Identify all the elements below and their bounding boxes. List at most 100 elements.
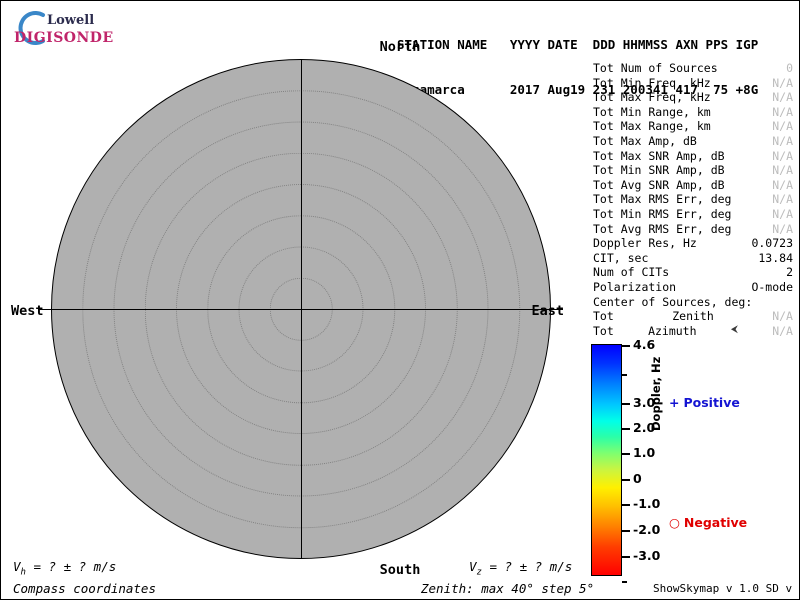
logo-brand-top: Lowell (47, 13, 95, 28)
colorbar-tick (622, 556, 630, 558)
compass-label-south: South (379, 562, 421, 578)
stat-row: Tot Avg SNR Amp, dB N/A (593, 178, 793, 193)
colorbar-tick (622, 504, 630, 506)
stat-row: CIT, sec 13.84 (593, 251, 793, 266)
vz-symbol: V (469, 559, 477, 574)
stat-value: N/A (772, 119, 793, 134)
legend-negative-label: Negative (683, 515, 748, 530)
stat-label: Tot Max RMS Err, deg (593, 192, 732, 207)
stat-value: N/A (772, 90, 793, 105)
center-azimuth-value: N/A (772, 323, 793, 338)
stat-label: Tot Avg RMS Err, deg (593, 221, 732, 236)
compass-label-west: West (11, 303, 44, 319)
stat-row: Tot Max Range, km N/A (593, 119, 793, 134)
stat-label: Tot Min SNR Amp, dB (593, 163, 725, 178)
stat-value: N/A (772, 104, 793, 119)
colorbar-tick-label: 1.0 (633, 445, 656, 460)
stat-value: N/A (772, 163, 793, 178)
colorbar-tick (622, 428, 630, 430)
stat-row: Tot Max Freq, kHz N/A (593, 90, 793, 105)
colorbar-tick-label: 0 (633, 471, 642, 486)
colorbar-tick-label: 2.0 (633, 420, 656, 435)
stat-row: Tot Min SNR Amp, dB N/A (593, 163, 793, 178)
colorbar-tick-label: -3.0 (633, 548, 661, 563)
circle-marker-icon: ○ (669, 515, 680, 530)
colorbar-tick (622, 479, 630, 481)
azimuth-direction-icon: ⮜ (730, 323, 738, 335)
colorbar-tick-label: 3.0 (633, 395, 656, 410)
colorbar-tick-label: -2.0 (633, 522, 661, 537)
plus-marker-icon: + (669, 395, 680, 410)
statistics-panel: Tot Num of Sources 0 Tot Min Freq, kHz N/A… (593, 61, 793, 338)
vz-subscript: z (476, 567, 482, 578)
vz-value: = ? ± ? m/s (481, 559, 573, 574)
stat-row: Tot Max SNR Amp, dB N/A (593, 149, 793, 164)
stat-row: Polarization O-mode (593, 280, 793, 295)
stat-value: N/A (772, 75, 793, 90)
stat-value: N/A (772, 221, 793, 236)
stat-value: 0 (786, 61, 793, 75)
station-header: STATION NAME YYYY DATE DDD HHMMSS AXN PP… (397, 7, 758, 127)
stat-row: Num of CITs 2 (593, 265, 793, 280)
vh-symbol: V (13, 559, 21, 574)
logo-brand-bottom: DIGISONDE (14, 30, 114, 46)
stat-label: Tot Max Freq, kHz (593, 90, 711, 105)
colorbar-tick (622, 530, 630, 532)
compass-label-north: North (379, 39, 421, 55)
stat-row: Tot Min Range, km N/A (593, 105, 793, 120)
center-of-sources-zenith-row: Tot Zenith N/A (593, 309, 793, 324)
center-of-sources-heading: Center of Sources, deg: (593, 294, 753, 309)
stat-value: N/A (772, 192, 793, 207)
stat-row: Tot Min RMS Err, deg N/A (593, 207, 793, 222)
colorbar-tick-label: 4.6 (633, 337, 656, 352)
stat-row: Tot Max Amp, dB N/A (593, 134, 793, 149)
zenith-scale-label: Zenith: max 40° step 5° (421, 581, 595, 596)
colorbar-tick-minor (622, 581, 627, 583)
stat-label: CIT, sec (593, 250, 649, 265)
vertical-velocity: Vz = ? ± ? m/s (469, 559, 572, 578)
stat-row: Doppler Res, Hz 0.0723 (593, 236, 793, 251)
stat-label: Tot Max SNR Amp, dB (593, 148, 725, 163)
stat-row: Tot Num of Sources 0 (593, 61, 793, 76)
stat-value: 13.84 (758, 250, 793, 265)
legend-negative: ○ Negative (669, 515, 747, 530)
stat-row: Tot Avg RMS Err, deg N/A (593, 222, 793, 237)
coordinate-system-label: Compass coordinates (13, 581, 156, 596)
stat-value: O-mode (751, 279, 793, 294)
colorbar-tick-label: -1.0 (633, 496, 661, 511)
center-zenith-value: N/A (772, 309, 793, 324)
vh-subscript: h (20, 567, 26, 578)
stat-label: Tot Min Freq, kHz (593, 75, 711, 90)
north-south-axis (301, 59, 302, 559)
version-label: ShowSkymap v 1.0 SD v 4.2 (653, 582, 799, 595)
stat-label: Doppler Res, Hz (593, 236, 697, 251)
center-azimuth-field: Azimuth (648, 323, 697, 338)
doppler-colorbar: 4.6 3.0 2.0 1.0 0 -1.0 -2.0 -3.0 -4.6 (591, 337, 660, 583)
colorbar-tick (622, 345, 630, 347)
center-azimuth-scope: Tot (593, 323, 614, 338)
skymap-plot (39, 59, 563, 559)
stat-label: Polarization (593, 279, 677, 294)
stat-row: Tot Min Freq, kHz N/A (593, 76, 793, 91)
colorbar-axis-title: Doppler, Hz (649, 356, 663, 431)
horizontal-velocity: Vh = ? ± ? m/s (13, 559, 116, 578)
stat-value: N/A (772, 148, 793, 163)
stat-label: Tot Min Range, km (593, 104, 711, 119)
stat-value: 0.0723 (751, 236, 793, 251)
stat-value: N/A (772, 206, 793, 221)
center-zenith-field: Zenith (672, 309, 714, 324)
legend-positive-label: Positive (683, 395, 740, 410)
stat-label: Tot Min RMS Err, deg (593, 206, 732, 221)
colorbar-tick (622, 453, 630, 455)
stat-label: Tot Max Amp, dB (593, 133, 697, 148)
colorbar-gradient (591, 344, 622, 576)
lowell-digisonde-logo: Lowell DIGISONDE (11, 7, 121, 51)
compass-label-east: East (531, 303, 564, 319)
stat-row: Tot Max RMS Err, deg N/A (593, 192, 793, 207)
vh-value: = ? ± ? m/s (25, 559, 117, 574)
center-zenith-scope: Tot (593, 309, 614, 324)
colorbar-tick-minor (622, 374, 627, 376)
stat-value: 2 (786, 265, 793, 280)
stat-label: Tot Num of Sources (593, 61, 718, 75)
